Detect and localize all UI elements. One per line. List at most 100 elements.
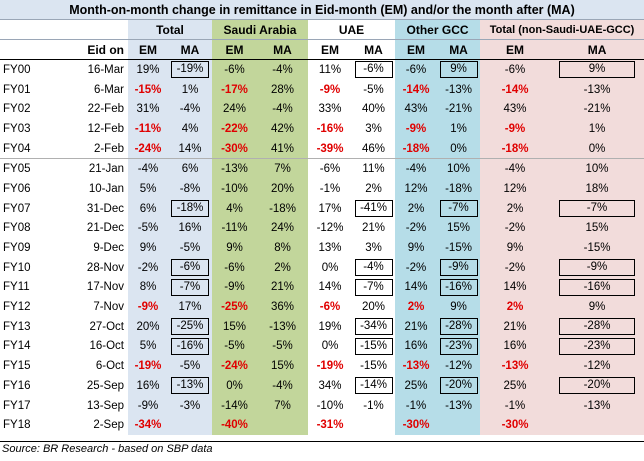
value-text: -18% bbox=[402, 142, 430, 155]
value-text: -19% bbox=[134, 360, 162, 373]
fy-cell: FY09 bbox=[3, 242, 31, 255]
em-value-cell: 0% bbox=[308, 257, 353, 278]
em-value-cell: -9% bbox=[128, 395, 168, 416]
group-header-row: Total Saudi Arabia UAE Other GCC Total (… bbox=[0, 20, 644, 40]
value-text: 9% bbox=[226, 242, 243, 255]
value-text: -9% bbox=[439, 259, 478, 277]
value-text: 6% bbox=[139, 202, 157, 215]
ma-header: MA bbox=[550, 39, 644, 60]
ma-value-cell: -7% bbox=[550, 198, 644, 219]
value-text: 34% bbox=[318, 379, 342, 392]
value-text: 2% bbox=[407, 301, 425, 314]
value-text: -24% bbox=[134, 142, 162, 155]
table-row: FY05 21-Jan -4% 6% -13% 7% -6% 11% -4% 10% -4% 10% bbox=[0, 158, 644, 180]
ma-value-cell: 0% bbox=[437, 138, 481, 159]
ma-value-cell: -16% bbox=[437, 277, 481, 298]
em-value-cell: -9% bbox=[480, 119, 551, 139]
em-value-cell: -6% bbox=[212, 59, 257, 80]
value-text: 7% bbox=[274, 399, 291, 412]
ma-value-cell: 41% bbox=[257, 138, 309, 159]
value-text: 10% bbox=[447, 163, 471, 176]
value-text: -39% bbox=[316, 142, 344, 155]
fy-cell: FY03 bbox=[3, 122, 31, 135]
value-text: 6% bbox=[181, 163, 199, 176]
fy-cell: FY06 bbox=[3, 182, 31, 195]
em-value-cell: -2% bbox=[480, 218, 551, 239]
value-text: 5% bbox=[139, 182, 157, 195]
ma-value-cell: -41% bbox=[352, 198, 396, 219]
value-text: -30% bbox=[221, 142, 248, 155]
em-value-cell: 12% bbox=[395, 179, 438, 199]
value-text: -15% bbox=[134, 83, 162, 96]
em-value-cell: -2% bbox=[480, 257, 551, 278]
value-text: 9% bbox=[450, 301, 467, 314]
value-text: -1% bbox=[319, 182, 341, 195]
ma-value-cell: 9% bbox=[550, 59, 644, 80]
ma-value-cell: -19% bbox=[168, 59, 212, 80]
value-text: -40% bbox=[221, 419, 248, 432]
em-value-cell: -10% bbox=[212, 179, 257, 199]
em-value-cell: -22% bbox=[212, 119, 257, 139]
value-text: 11% bbox=[362, 163, 385, 176]
eid-date-cell: 28-Nov bbox=[86, 261, 124, 274]
value-text: -25% bbox=[171, 318, 209, 336]
ma-value-cell: -12% bbox=[550, 356, 644, 376]
value-text: 21% bbox=[270, 281, 295, 294]
ma-value-cell: -7% bbox=[352, 277, 396, 298]
em-header: EM bbox=[212, 39, 257, 60]
value-text: 0% bbox=[588, 142, 606, 155]
value-text: -21% bbox=[583, 103, 611, 116]
value-text: 14% bbox=[178, 142, 202, 155]
value-text: -2% bbox=[137, 261, 159, 274]
value-text: 1% bbox=[181, 83, 199, 96]
value-text: -9% bbox=[319, 83, 341, 96]
em-value-cell: -31% bbox=[308, 415, 353, 436]
em-value-cell: 19% bbox=[308, 316, 353, 337]
ma-value-cell: -4% bbox=[257, 59, 309, 80]
fy-cell: FY08 bbox=[3, 222, 31, 235]
value-text: -34% bbox=[354, 318, 393, 336]
value-text: 14% bbox=[318, 281, 342, 294]
ma-value-cell: 9% bbox=[437, 59, 481, 80]
em-value-cell: 2% bbox=[480, 297, 551, 317]
value-text: -7% bbox=[354, 278, 393, 296]
ma-value-cell: 21% bbox=[352, 218, 396, 239]
em-value-cell: 0% bbox=[212, 376, 257, 396]
ma-value-cell: -1% bbox=[352, 395, 396, 416]
em-value-cell: 9% bbox=[128, 238, 168, 258]
eid-date-cell: 9-Dec bbox=[93, 242, 124, 255]
value-text: -7% bbox=[171, 278, 209, 296]
fy-cell: FY05 bbox=[3, 163, 31, 176]
em-value-cell: -30% bbox=[212, 138, 257, 159]
em-header: EM bbox=[308, 39, 353, 60]
em-value-cell: 24% bbox=[212, 99, 257, 120]
group-header-gcc: Other GCC bbox=[395, 20, 481, 40]
value-text: -9% bbox=[224, 281, 245, 294]
ma-value-cell: 4% bbox=[168, 119, 212, 139]
group-header-uae: UAE bbox=[308, 20, 396, 40]
value-text: 41% bbox=[270, 142, 295, 155]
value-text: -16% bbox=[316, 122, 344, 135]
fy-cell: FY16 bbox=[3, 379, 31, 392]
ma-value-cell: 3% bbox=[352, 119, 396, 139]
value-text: 13% bbox=[318, 242, 342, 255]
fy-cell: FY12 bbox=[3, 301, 31, 314]
value-text: -9% bbox=[137, 399, 159, 412]
value-text: -31% bbox=[316, 419, 344, 432]
value-text: -12% bbox=[445, 360, 472, 373]
ma-value-cell: 15% bbox=[550, 218, 644, 239]
em-value-cell: -25% bbox=[212, 297, 257, 317]
em-value-cell: 9% bbox=[480, 238, 551, 258]
ma-value-cell: -18% bbox=[168, 198, 212, 219]
ma-value-cell: -16% bbox=[168, 336, 212, 357]
ma-value-cell: 6% bbox=[168, 158, 212, 180]
table-row: FY15 6-Oct -19% -5% -24% 15% -19% -15% -13% -12% -… bbox=[0, 356, 644, 376]
em-value-cell: -4% bbox=[480, 158, 551, 180]
ma-value-cell: 0% bbox=[550, 138, 644, 159]
value-text: -13% bbox=[583, 83, 611, 96]
value-text: -1% bbox=[504, 399, 526, 412]
ma-value-cell: -16% bbox=[550, 277, 644, 298]
ma-value-cell: -6% bbox=[352, 59, 396, 80]
ma-value-cell bbox=[257, 415, 309, 436]
value-text: -23% bbox=[439, 337, 478, 355]
